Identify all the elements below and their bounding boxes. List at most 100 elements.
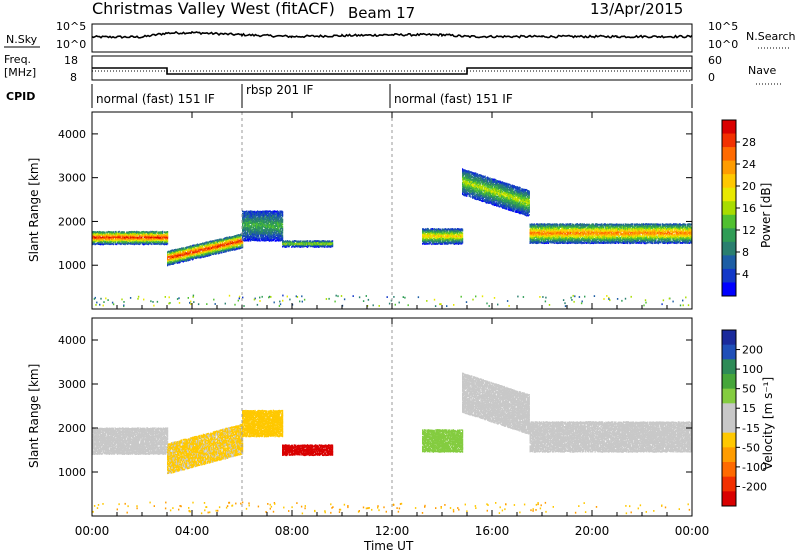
heatmap-cell: [110, 233, 112, 236]
heatmap-cell: [500, 182, 502, 185]
heatmap-cell: [240, 243, 242, 245]
heatmap-cell: [464, 181, 466, 183]
heatmap-cell: [477, 173, 479, 176]
heatmap-cell: [433, 234, 435, 237]
heatmap-cell: [261, 231, 263, 234]
heatmap-cell: [199, 248, 201, 251]
heatmap-cell: [209, 250, 211, 253]
heatmap-cell: [147, 235, 149, 237]
heatmap-cell: [461, 229, 463, 232]
heatmap-cell: [189, 247, 191, 249]
heatmap-cell: [93, 234, 95, 237]
heatmap-cell: [190, 245, 192, 247]
heatmap-cell: [130, 243, 132, 245]
heatmap-cell: [256, 234, 258, 237]
heatmap-cell: [459, 232, 461, 234]
heatmap-cell: [507, 208, 509, 211]
heatmap-cell: [140, 241, 142, 244]
heatmap-cell: [105, 242, 107, 244]
heatmap-cell: [440, 236, 442, 238]
heatmap-cell: [278, 230, 280, 233]
heatmap-cell: [127, 240, 129, 243]
heatmap-cell: [479, 195, 481, 197]
heatmap-cell: [512, 208, 514, 210]
heatmap-cell: [316, 240, 318, 242]
heatmap-cell: [479, 184, 481, 187]
heatmap-cell: [482, 181, 484, 184]
heatmap-cell: [495, 179, 497, 181]
heatmap-cell: [199, 252, 201, 255]
heatmap-cell: [106, 240, 108, 242]
heatmap-cell: [266, 210, 268, 212]
heatmap-cell: [92, 238, 94, 240]
heatmap-cell: [462, 168, 464, 171]
heatmap-cell: [263, 232, 265, 235]
heatmap-cell: [235, 241, 237, 244]
heatmap-cell: [327, 243, 329, 245]
heatmap-cell: [467, 190, 469, 192]
heatmap-cell: [240, 233, 242, 236]
heatmap-cell: [452, 232, 454, 235]
heatmap-cell: [508, 209, 510, 211]
heatmap-cell: [229, 249, 231, 252]
heatmap-cell: [114, 237, 116, 240]
heatmap-cell: [223, 244, 225, 246]
heatmap-cell: [252, 225, 254, 227]
heatmap-cell: [115, 241, 117, 244]
heatmap-cell: [157, 243, 159, 245]
heatmap-cell: [482, 192, 484, 194]
heatmap-cell: [185, 246, 187, 249]
heatmap-cell: [473, 186, 475, 189]
heatmap-cell: [482, 183, 484, 185]
heatmap-cell: [127, 238, 129, 240]
heatmap-cell: [477, 189, 479, 192]
heatmap-cell: [205, 244, 207, 247]
heatmap-cell: [173, 258, 175, 261]
heatmap-cell: [242, 217, 244, 220]
heatmap-cell: [171, 263, 173, 265]
heatmap-cell: [248, 219, 250, 222]
heatmap-cell: [433, 230, 435, 233]
heatmap-cell: [467, 174, 469, 177]
heatmap-cell: [509, 202, 511, 204]
heatmap-cell: [247, 210, 249, 213]
heatmap-cell: [222, 246, 224, 249]
heatmap-cell: [186, 254, 188, 257]
heatmap-cell: [176, 253, 178, 255]
heatmap-cell: [137, 240, 139, 243]
heatmap-cell: [470, 183, 472, 186]
heatmap-cell: [216, 239, 218, 242]
heatmap-cell: [505, 199, 507, 202]
heatmap-cell: [157, 235, 159, 238]
heatmap-cell: [222, 248, 224, 250]
heatmap-cell: [439, 233, 441, 236]
heatmap-cell: [207, 250, 209, 253]
heatmap-cell: [505, 203, 507, 206]
heatmap-cell: [97, 234, 99, 237]
heatmap-cell: [135, 235, 137, 238]
heatmap-cell: [485, 181, 487, 183]
heatmap-cell: [133, 235, 135, 237]
heatmap-cell: [328, 241, 330, 244]
heatmap-cell: [501, 194, 503, 196]
heatmap-cell: [457, 237, 459, 240]
heatmap-cell: [184, 258, 186, 261]
heatmap-cell: [262, 225, 264, 227]
heatmap-cell: [462, 228, 464, 231]
heatmap-cell: [435, 240, 437, 243]
heatmap-cell: [484, 196, 486, 199]
heatmap-cell: [307, 244, 309, 247]
heatmap-cell: [481, 189, 483, 191]
heatmap-cell: [505, 195, 507, 198]
heatmap-cell: [251, 235, 253, 238]
heatmap-cell: [499, 187, 501, 190]
heatmap-cell: [166, 241, 168, 244]
heatmap-cell: [159, 240, 161, 243]
heatmap-cell: [513, 191, 515, 194]
heatmap-cell: [278, 229, 280, 232]
heatmap-cell: [250, 225, 252, 228]
heatmap-cell: [252, 236, 254, 238]
heatmap-cell: [477, 198, 479, 200]
heatmap-cell: [262, 212, 264, 215]
heatmap-cell: [432, 228, 434, 230]
